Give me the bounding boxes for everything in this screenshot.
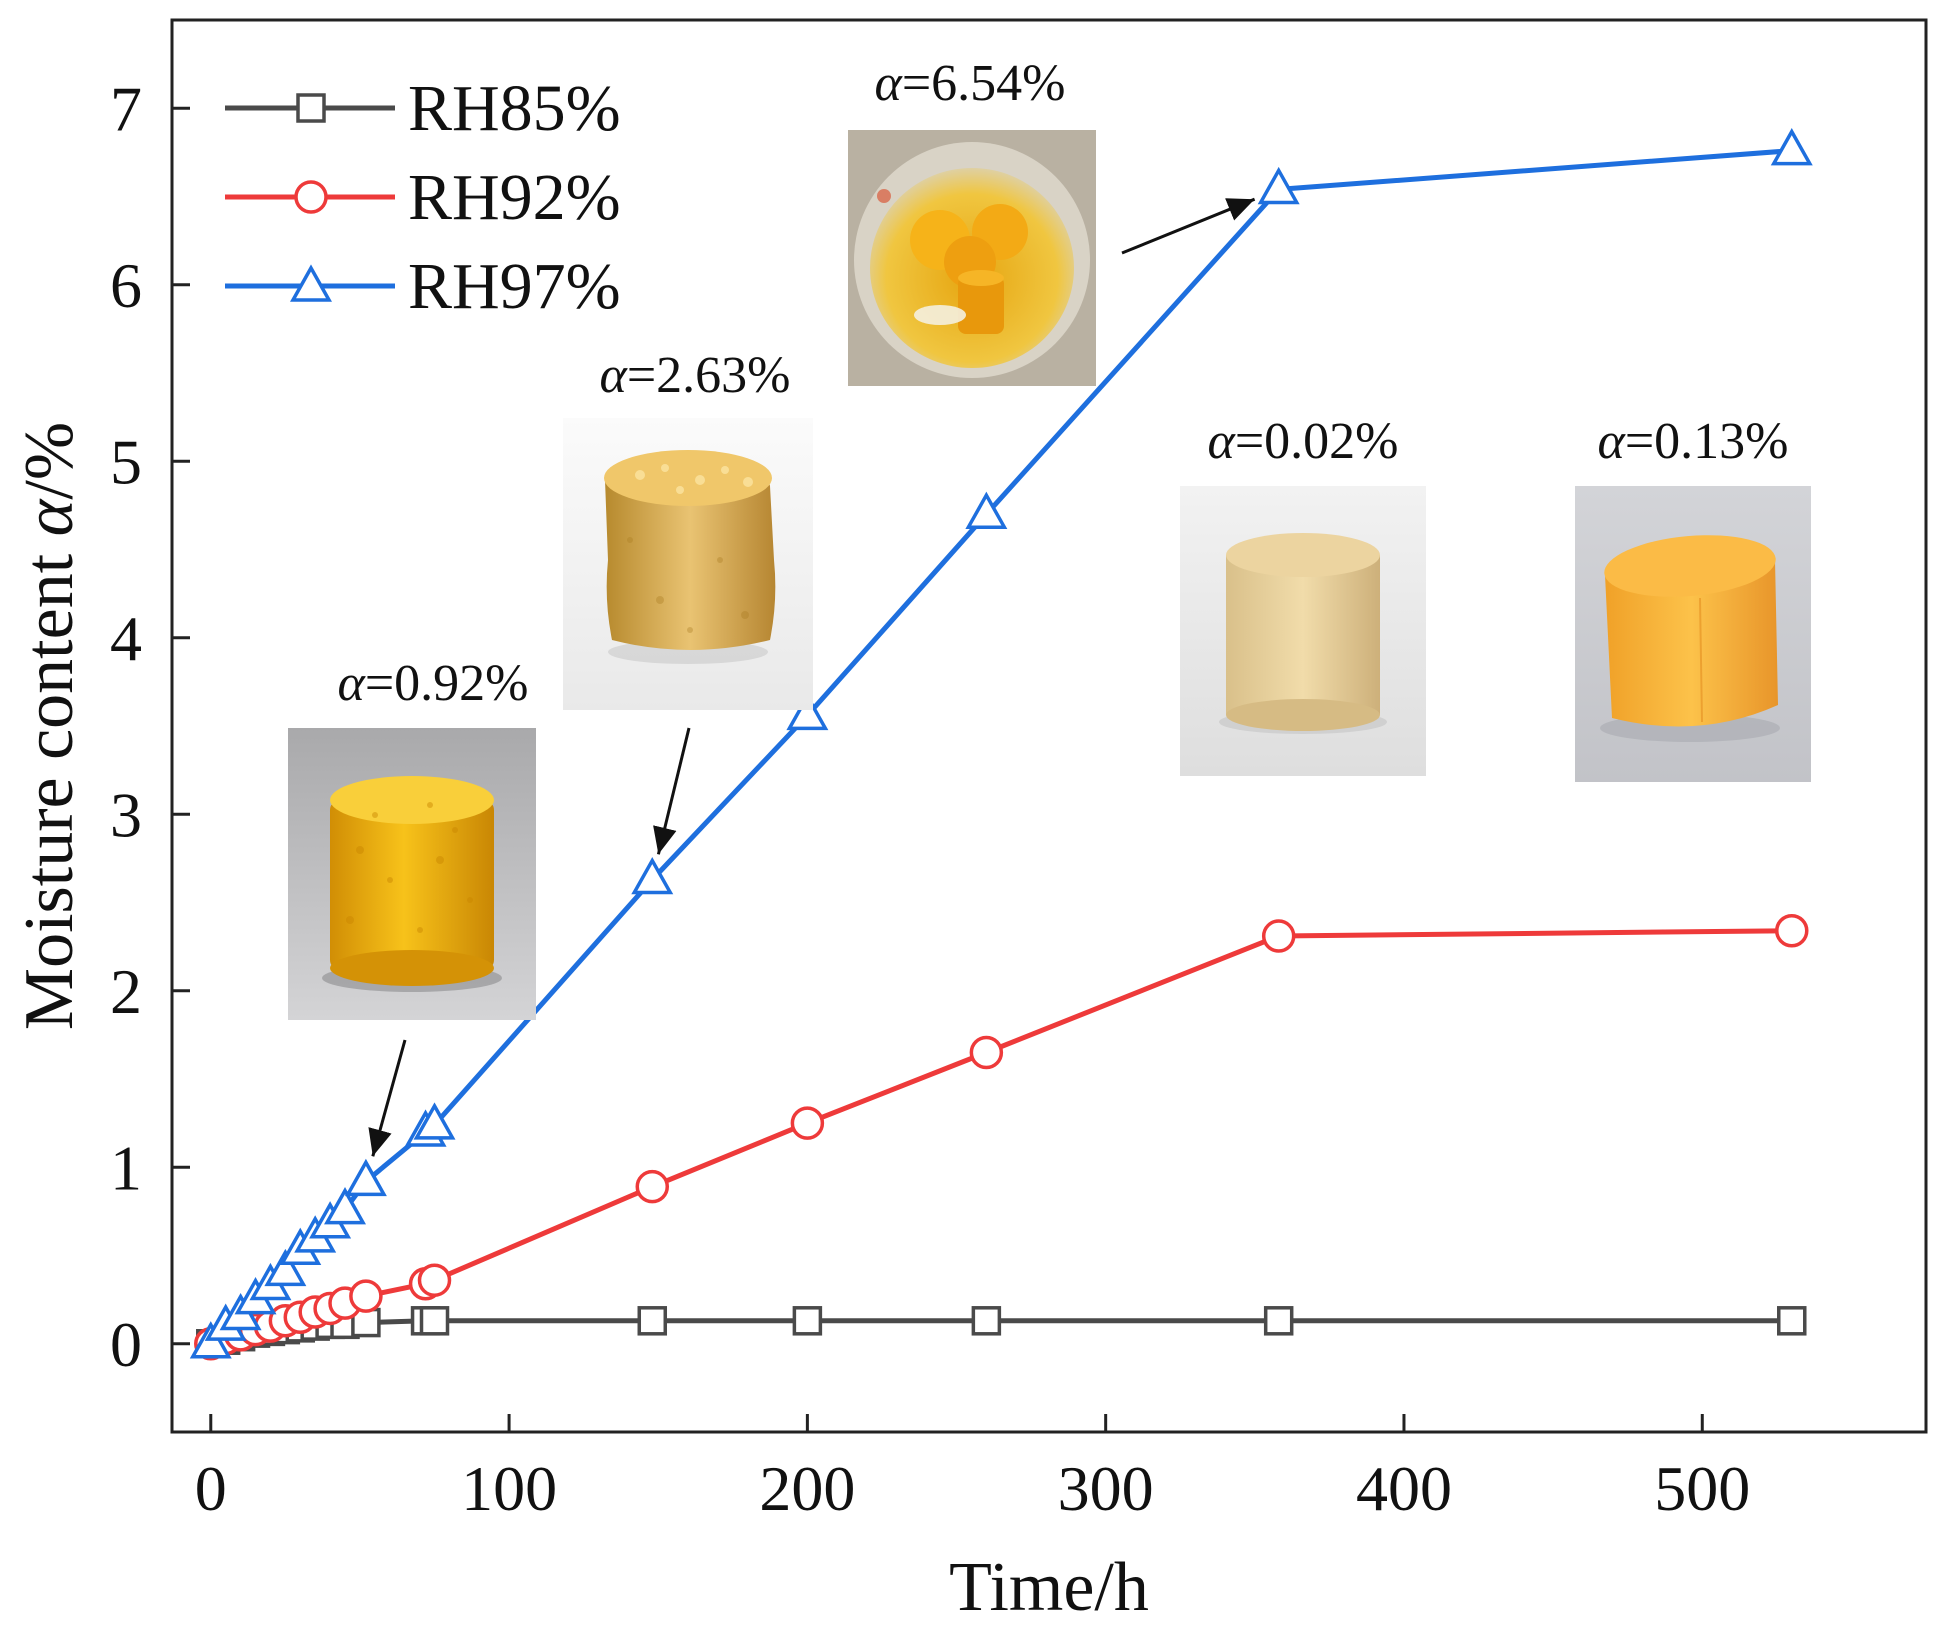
sample-photo-rh97-52h — [288, 728, 536, 1020]
sample-photo-rh85-final — [1575, 486, 1811, 782]
x-tick-label: 300 — [1058, 1453, 1154, 1524]
annotation-0-92: α=0.92% — [288, 655, 536, 1156]
legend: RH85% RH92% RH97% — [225, 72, 621, 323]
y-tick-label: 2 — [110, 956, 142, 1027]
annotation-arrow-0-92 — [373, 1040, 405, 1156]
x-tick-label: 200 — [759, 1453, 855, 1524]
annotation-arrow-2-63 — [658, 728, 689, 854]
legend-marker-square — [298, 95, 324, 121]
data-point-rh92 — [792, 1108, 822, 1138]
series-rh85 — [198, 1308, 1805, 1357]
y-tick-label: 3 — [110, 779, 142, 850]
y-tick-label: 4 — [110, 603, 142, 674]
x-tick-label: 0 — [195, 1453, 227, 1524]
legend-marker-circle — [296, 182, 326, 212]
y-axis-label: Moisture content α/% — [11, 422, 88, 1030]
legend-label-rh85: RH85% — [408, 72, 621, 145]
legend-item-rh92: RH92% — [225, 161, 621, 234]
data-point-rh92 — [1264, 921, 1294, 951]
y-tick-label: 5 — [110, 426, 142, 497]
data-point-rh92 — [971, 1038, 1001, 1068]
annotation-6-54: α=6.54% — [848, 55, 1255, 386]
x-axis-label: Time/h — [949, 1549, 1149, 1626]
annotation-symbol: α — [875, 55, 904, 112]
annotation-label-6-54: α=6.54% — [875, 55, 1066, 112]
annotation-symbol: α — [600, 347, 629, 404]
annotation-value: =0.02% — [1235, 413, 1399, 470]
data-point-rh85 — [1266, 1308, 1292, 1334]
y-axis-label-unit: /% — [11, 422, 88, 500]
x-tick-label: 500 — [1654, 1453, 1750, 1524]
y-tick-label: 1 — [110, 1132, 142, 1203]
data-point-rh92 — [420, 1265, 450, 1295]
legend-label-rh97: RH97% — [408, 250, 621, 323]
y-axis-ticks: 0 1 2 3 4 5 6 7 — [110, 73, 190, 1380]
data-point-rh85 — [639, 1308, 665, 1334]
annotation-label-0-02: α=0.02% — [1208, 413, 1399, 470]
x-tick-label: 100 — [461, 1453, 557, 1524]
sample-photo-rh85-initial — [1180, 486, 1426, 776]
x-tick-label: 400 — [1356, 1453, 1452, 1524]
sample-photo-rh97-148h — [563, 418, 813, 710]
annotation-label-0-92: α=0.92% — [338, 655, 529, 712]
data-point-rh85 — [794, 1308, 820, 1334]
y-axis-label-symbol: α — [11, 498, 88, 536]
annotation-label-2-63: α=2.63% — [600, 347, 791, 404]
data-point-rh85 — [422, 1308, 448, 1334]
annotation-arrow-6-54 — [1122, 199, 1255, 253]
annotation-symbol: α — [1208, 413, 1237, 470]
annotation-label-0-13: α=0.13% — [1598, 413, 1789, 470]
y-axis-label-text: Moisture content — [11, 536, 88, 1030]
y-tick-label: 6 — [110, 250, 142, 321]
y-tick-label: 7 — [110, 73, 142, 144]
data-point-rh92 — [1777, 916, 1807, 946]
y-tick-label: 0 — [110, 1309, 142, 1380]
legend-label-rh92: RH92% — [408, 161, 621, 234]
data-point-rh85 — [973, 1308, 999, 1334]
annotation-0-02: α=0.02% — [1180, 413, 1426, 776]
data-point-rh97 — [348, 1162, 384, 1194]
annotation-0-13: α=0.13% — [1575, 413, 1811, 782]
annotation-value: =0.13% — [1625, 413, 1789, 470]
data-point-rh85 — [1779, 1308, 1805, 1334]
annotation-symbol: α — [1598, 413, 1627, 470]
annotation-value: =0.92% — [365, 655, 529, 712]
legend-item-rh97: RH97% — [225, 250, 621, 323]
moisture-content-chart: 0 100 200 300 400 500 0 1 2 3 4 5 6 7 Time/h Moistur… — [0, 0, 1939, 1630]
data-point-rh97 — [1774, 132, 1810, 164]
legend-item-rh85: RH85% — [225, 72, 621, 145]
annotation-symbol: α — [338, 655, 367, 712]
data-point-rh92 — [351, 1281, 381, 1311]
data-point-rh92 — [637, 1172, 667, 1202]
sample-photo-rh97-358h — [848, 130, 1096, 386]
annotation-2-63: α=2.63% — [563, 347, 813, 854]
annotation-value: =6.54% — [902, 55, 1066, 112]
annotation-value: =2.63% — [627, 347, 791, 404]
